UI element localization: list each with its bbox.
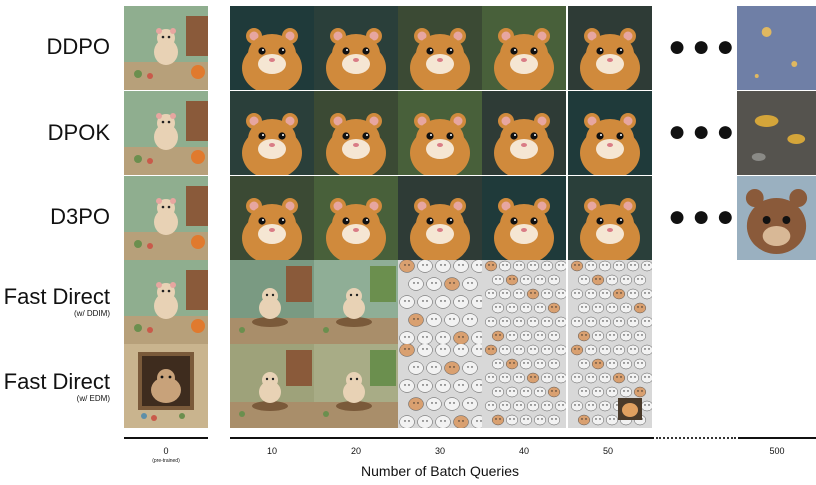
generated-image-ddpo-col1 (230, 6, 314, 90)
generated-image-fast-direct-edm-col5 (568, 344, 652, 428)
generated-image-fast-direct-ddim-col2 (314, 260, 398, 344)
tick-sublabel-pretrained: (pre-trained) (152, 458, 180, 464)
pretrained-image-fast-direct-ddim (124, 260, 208, 344)
generated-image-d3po-col1 (230, 176, 314, 260)
generated-image-d3po-col5 (568, 176, 652, 260)
axis-main-line (230, 437, 654, 439)
generated-image-d3po-col2 (314, 176, 398, 260)
row-label-text: D3PO (50, 204, 110, 229)
pretrained-image-d3po (124, 176, 208, 260)
row-label-fast-direct-ddim: Fast Direct (w/ DDIM) (3, 284, 110, 319)
row-label-dpok: DPOK (48, 121, 110, 145)
generated-image-ddpo-col2 (314, 6, 398, 90)
row-label-text: Fast Direct (3, 369, 110, 394)
tick-label-500: 500 (769, 446, 785, 456)
generated-image-fast-direct-edm-col4 (482, 344, 566, 428)
generated-image-ddpo-500 (737, 6, 816, 90)
generated-image-dpok-500 (737, 91, 816, 175)
tick-label-0: 0 (163, 446, 169, 456)
pretrained-image-ddpo (124, 6, 208, 90)
generated-image-dpok-col4 (482, 91, 566, 175)
tick-label-40: 40 (518, 446, 529, 456)
tick-label-10: 10 (266, 446, 277, 456)
generated-image-dpok-col2 (314, 91, 398, 175)
tick-label-50: 50 (602, 446, 613, 456)
tick-label-30: 30 (434, 446, 445, 456)
tick-label-20: 20 (350, 446, 361, 456)
row-label-subtext: (w/ EDM) (76, 394, 110, 403)
generated-image-fast-direct-ddim-col1 (230, 260, 314, 344)
axis-pretrained-line (124, 437, 208, 439)
generated-image-d3po-col4 (482, 176, 566, 260)
generated-image-ddpo-col3 (398, 6, 482, 90)
ellipsis-ddpo: ●●● (668, 30, 741, 63)
generated-image-fast-direct-ddim-col5 (568, 260, 652, 344)
generated-image-fast-direct-ddim-col4 (482, 260, 566, 344)
generated-image-fast-direct-ddim-col3 (398, 260, 482, 344)
axis-dotted-gap (656, 437, 736, 439)
generated-image-ddpo-col5 (568, 6, 652, 90)
generated-image-fast-direct-edm-col1 (230, 344, 314, 428)
generated-image-d3po-500 (737, 176, 816, 260)
x-axis-label: Number of Batch Queries (361, 463, 519, 479)
generated-image-dpok-col1 (230, 91, 314, 175)
row-label-d3po: D3PO (50, 205, 110, 229)
generated-image-d3po-col3 (398, 176, 482, 260)
generated-image-fast-direct-edm-col2 (314, 344, 398, 428)
generated-image-dpok-col5 (568, 91, 652, 175)
generated-image-ddpo-col4 (482, 6, 566, 90)
pretrained-image-fast-direct-edm (124, 344, 208, 428)
row-label-ddpo: DDPO (46, 35, 110, 59)
row-label-fast-direct-edm: Fast Direct (w/ EDM) (3, 369, 110, 404)
row-label-text: Fast Direct (3, 284, 110, 309)
ellipsis-d3po: ●●● (668, 200, 741, 233)
row-label-text: DPOK (47, 120, 110, 145)
ellipsis-dpok: ●●● (668, 115, 741, 148)
generated-image-fast-direct-edm-col3 (398, 344, 482, 428)
pretrained-image-dpok (124, 91, 208, 175)
row-label-text: DDPO (46, 34, 110, 59)
row-label-subtext: (w/ DDIM) (74, 309, 110, 318)
axis-far-line (738, 437, 816, 439)
generated-image-dpok-col3 (398, 91, 482, 175)
